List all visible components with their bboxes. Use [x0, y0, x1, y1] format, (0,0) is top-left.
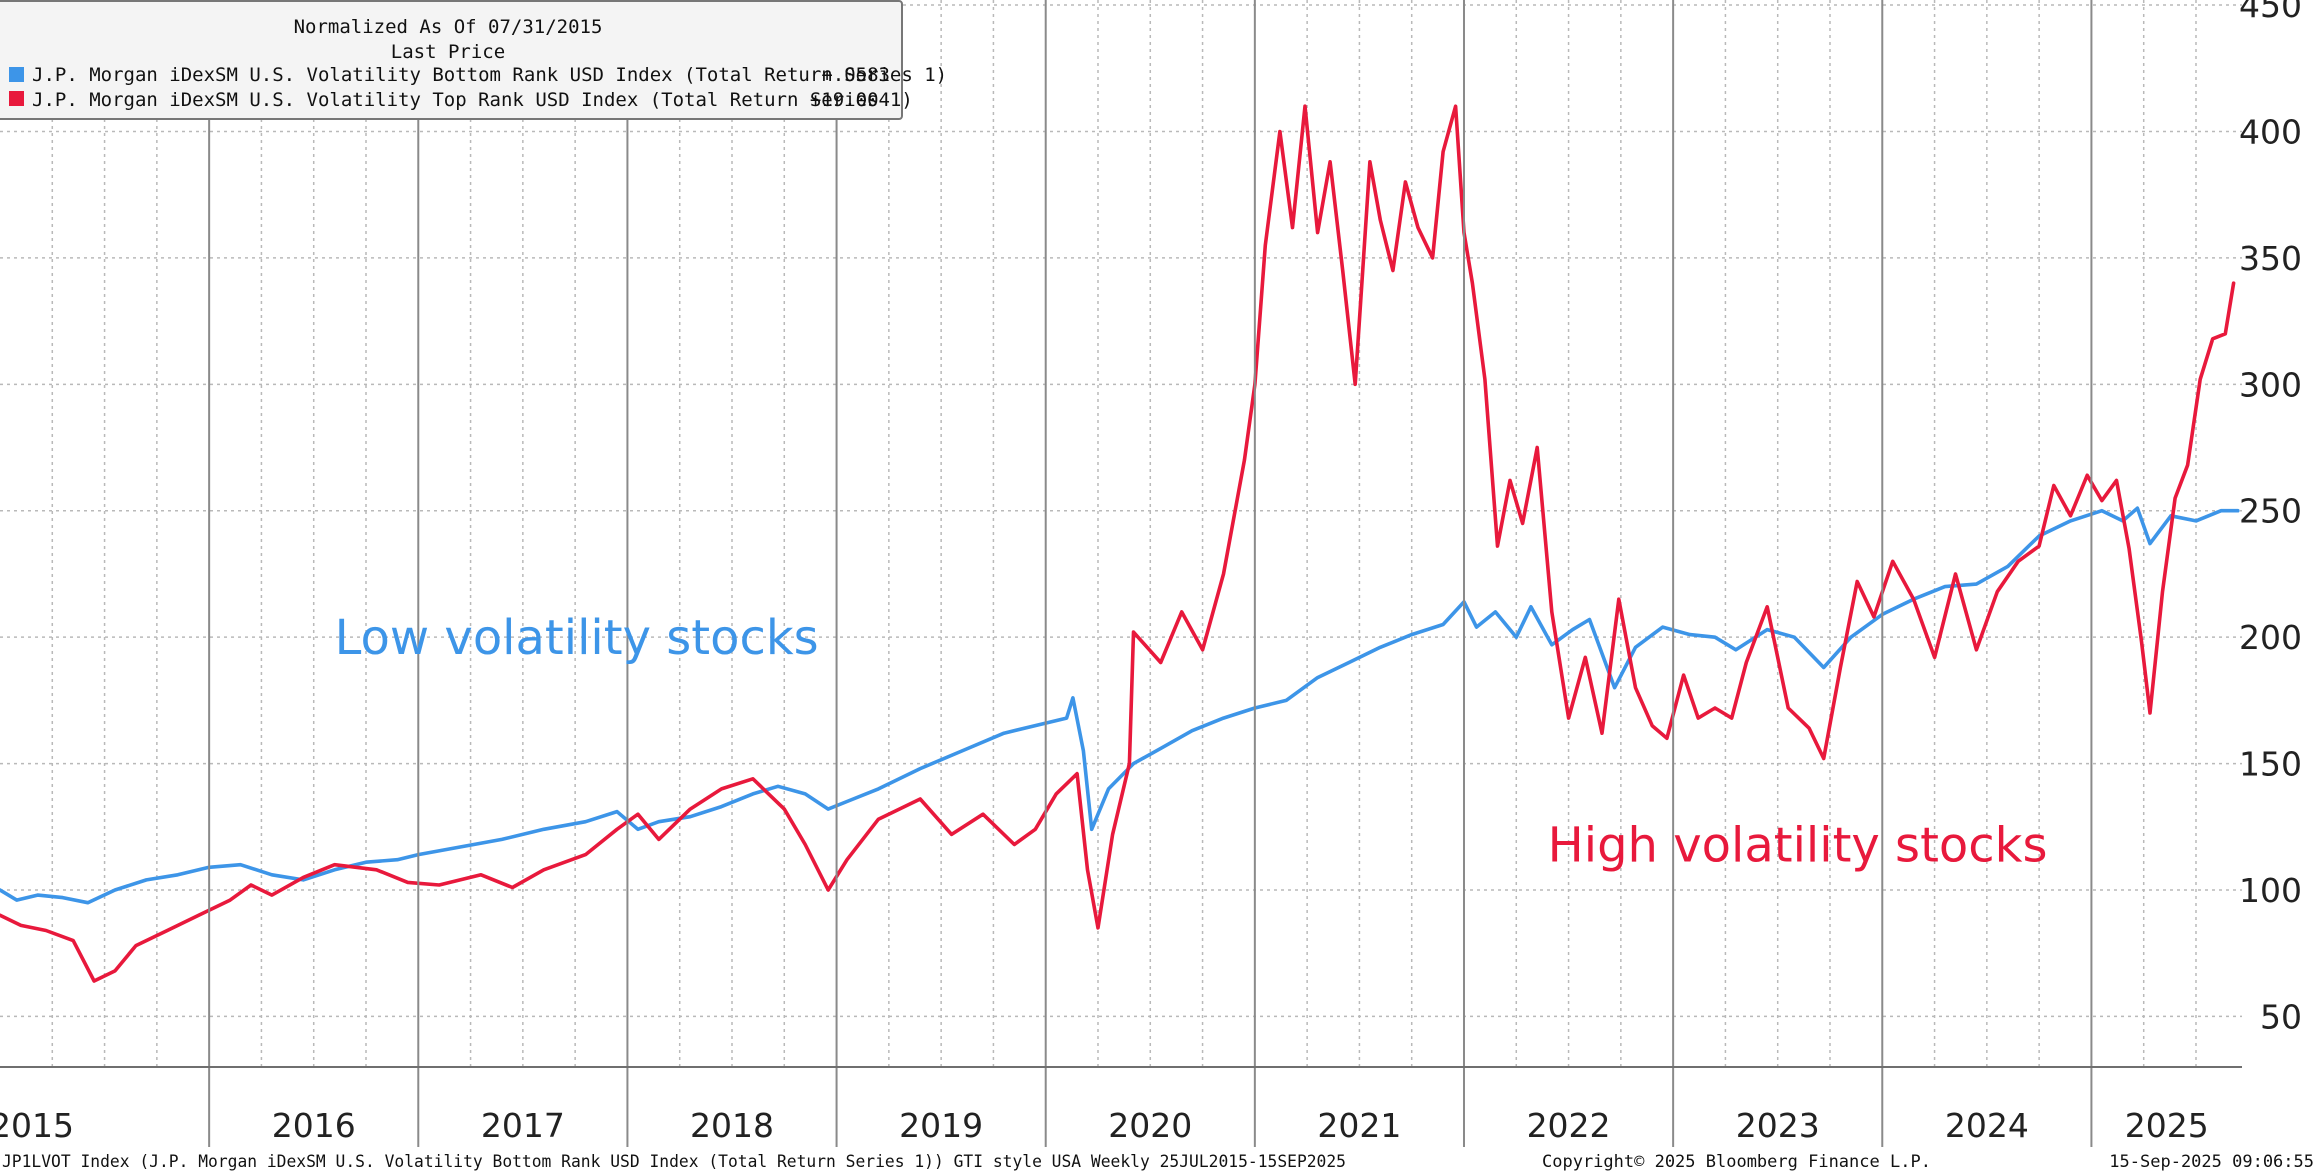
- x-tick-label-2024: 2024: [1945, 1106, 2029, 1145]
- footer-timestamp: 15-Sep-2025 09:06:55: [2109, 1152, 2314, 1172]
- series-line-high-volatility: [0, 104, 2236, 983]
- legend-value-low-volatility: +.0583: [821, 64, 890, 86]
- annotation-low-volatility: Low volatility stocks: [335, 610, 819, 666]
- y-tick-label-100: 100: [2239, 871, 2302, 910]
- y-tick-label-50: 50: [2260, 997, 2302, 1036]
- x-tick-label-2018: 2018: [690, 1106, 774, 1145]
- footer-copyright: Copyright© 2025 Bloomberg Finance L.P.: [1542, 1152, 1931, 1172]
- footer: JP1LVOT Index (J.P. Morgan iDexSM U.S. V…: [2, 1152, 2314, 1172]
- y-tick-label-400: 400: [2239, 112, 2302, 151]
- legend-value-high-volatility: +19.004: [810, 89, 890, 111]
- x-tick-label-2019: 2019: [899, 1106, 983, 1145]
- series-line-low-volatility: [0, 506, 2240, 905]
- y-tick-label-250: 250: [2239, 492, 2302, 531]
- x-tick-label-2022: 2022: [1527, 1106, 1611, 1145]
- y-tick-label-300: 300: [2239, 365, 2302, 404]
- legend-box: [0, 0, 903, 120]
- y-tick-label-200: 200: [2239, 618, 2302, 657]
- legend-subtitle: Last Price: [391, 41, 505, 63]
- legend: Normalized As Of 07/31/2015 Last Price J…: [0, 0, 947, 120]
- x-tick-label-2016: 2016: [272, 1106, 356, 1145]
- x-tick-label-2025: 2025: [2125, 1106, 2209, 1145]
- series-layer: [0, 104, 2240, 983]
- x-tick-label-2023: 2023: [1736, 1106, 1820, 1145]
- grid-layer: [0, 0, 2242, 1067]
- legend-title: Normalized As Of 07/31/2015: [294, 16, 603, 38]
- annotation-layer: Low volatility stocks High volatility sto…: [335, 610, 2048, 873]
- x-tick-label-2021: 2021: [1317, 1106, 1401, 1145]
- x-tick-label-2020: 2020: [1108, 1106, 1192, 1145]
- x-tick-label-2015: 2015: [0, 1106, 74, 1145]
- y-tick-label-450: 450: [2239, 0, 2302, 25]
- legend-label-low-volatility: J.P. Morgan iDexSM U.S. Volatility Botto…: [32, 64, 947, 86]
- axis-layer: 50 100 150 200 250 300 350 400 450 2015 2016 2017 20…: [0, 0, 2302, 1147]
- y-tick-label-350: 350: [2239, 239, 2302, 278]
- legend-swatch-low-volatility: [9, 67, 24, 82]
- annotation-high-volatility: High volatility stocks: [1548, 817, 2048, 873]
- footer-source: JP1LVOT Index (J.P. Morgan iDexSM U.S. V…: [2, 1152, 1346, 1172]
- legend-swatch-high-volatility: [9, 91, 24, 106]
- x-tick-label-2017: 2017: [481, 1106, 565, 1145]
- y-tick-label-150: 150: [2239, 745, 2302, 784]
- legend-label-high-volatility: J.P. Morgan iDexSM U.S. Volatility Top R…: [32, 89, 913, 111]
